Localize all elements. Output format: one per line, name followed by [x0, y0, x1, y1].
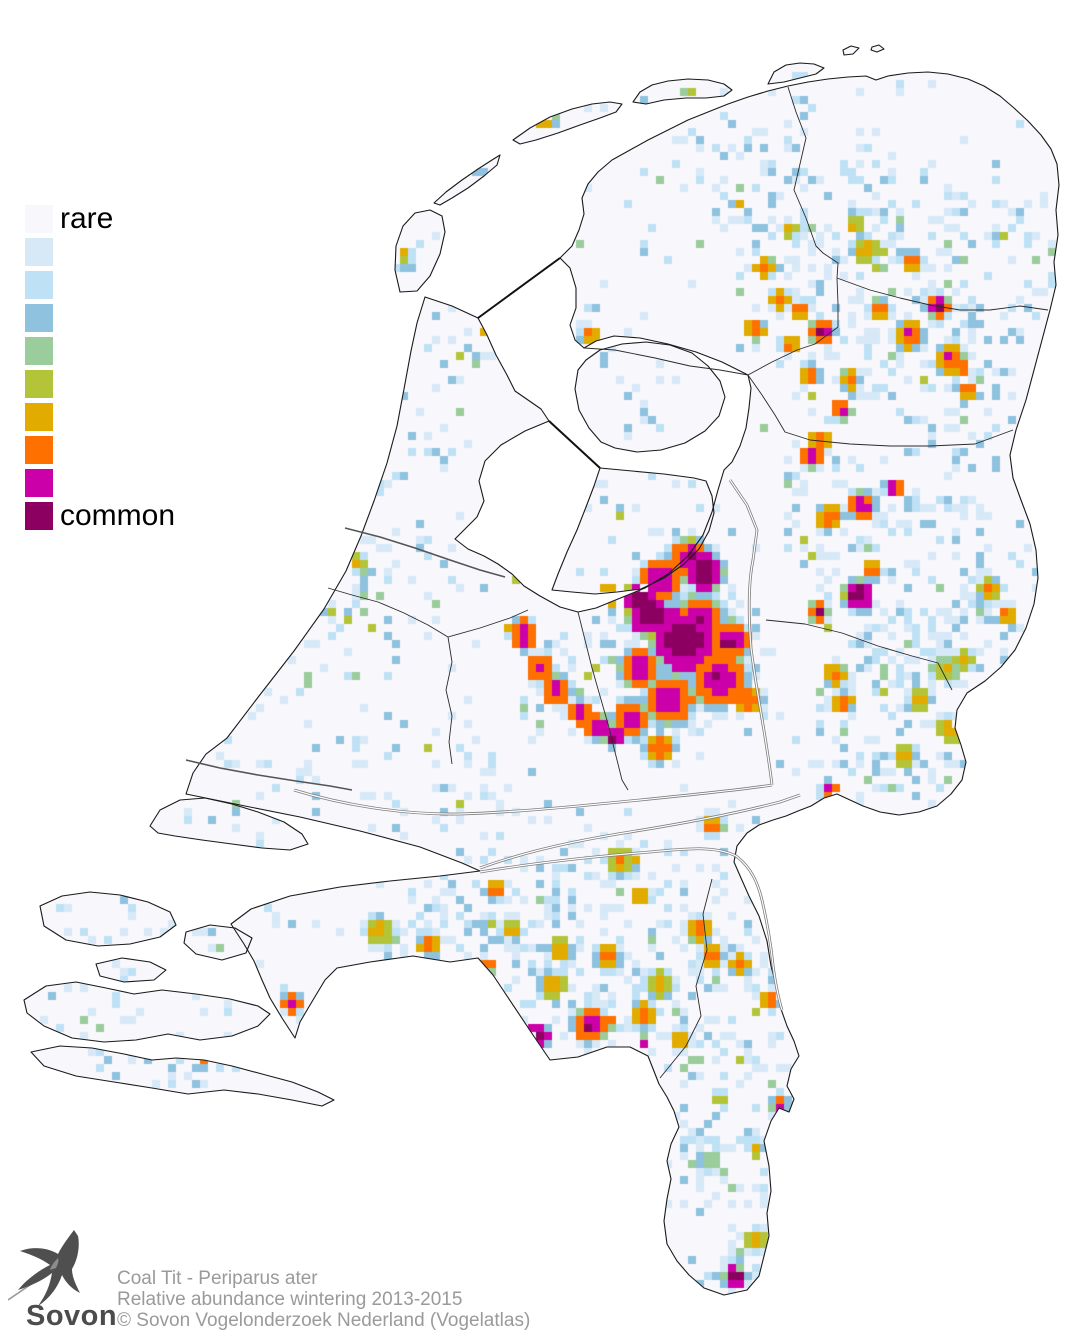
river-maas-core: [479, 848, 783, 1011]
rivers-group: [185, 479, 801, 1011]
houtribdijk-line: [548, 420, 601, 469]
province-border-overijssel-gelderland: [765, 619, 953, 691]
island-texel-outline: [394, 209, 446, 293]
legend-swatch-0: [25, 205, 53, 233]
island-goeree-outline: [149, 797, 309, 851]
legend-rare-label: rare: [60, 202, 114, 235]
legend-swatch-5: [25, 370, 53, 398]
province-border-utrecht-gelderland: [577, 611, 629, 791]
canal-noordzeekanaal: [344, 527, 506, 578]
caption-species: Coal Tit - Periparus ater: [117, 1268, 318, 1289]
map-caption: Coal Tit - Periparus ater Relative abund…: [117, 1268, 531, 1331]
sovon-logo-text: Sovon: [26, 1300, 118, 1332]
sovon-swallow-icon: [8, 1230, 80, 1306]
province-border-brabant-limburg: [659, 878, 713, 1079]
province-border-groningen-drenthe: [836, 277, 1049, 311]
island-schouwen-outline: [39, 891, 177, 947]
river-nederrijn-lek-core: [293, 784, 773, 815]
island-noord-beveland-outline: [95, 957, 167, 983]
legend-swatch-9: [25, 502, 53, 530]
province-borders-group: [327, 86, 1049, 1079]
river-waal: [479, 793, 801, 870]
island-walcheren-zuid-beveland-outline: [23, 981, 271, 1043]
polder-noordoostpolder-outline: [574, 341, 726, 453]
legend-swatch-2: [25, 271, 53, 299]
province-border-drenthe-overijssel: [747, 374, 1014, 447]
island-terschelling-outline: [512, 101, 623, 145]
region-zeeuws-vlaanderen-outline: [30, 1045, 335, 1107]
legend-swatch-8: [25, 469, 53, 497]
province-border-friesland-overijssel: [583, 347, 749, 376]
province-border-holland-utrecht: [327, 587, 529, 765]
province-border-friesland-groningen: [787, 86, 839, 279]
legend-swatch-3: [25, 304, 53, 332]
legend-swatch-1: [25, 238, 53, 266]
afsluitdijk-line: [477, 257, 561, 319]
legend-swatch-4: [25, 337, 53, 365]
legend-swatch-7: [25, 436, 53, 464]
island-vlieland-outline: [433, 154, 501, 206]
islets-rottum-outline: [842, 44, 885, 56]
province-border-drenthe-friesland: [747, 277, 839, 376]
island-schiermonnikoog-outline: [767, 62, 825, 85]
river-waal-core: [479, 794, 801, 869]
legend-swatch-6: [25, 403, 53, 431]
island-tholen-outline: [183, 924, 253, 961]
legend-common-label: common: [60, 499, 176, 532]
caption-copyright: © Sovon Vogelonderzoek Nederland (Vogela…: [117, 1309, 531, 1331]
caption-subtitle: Relative abundance wintering 2013-2015: [117, 1288, 463, 1310]
river-nieuwe-waterweg: [185, 759, 353, 791]
polder-flevoland-outline: [551, 467, 715, 595]
island-ameland-outline: [632, 78, 733, 105]
river-ijssel-core: [729, 479, 773, 786]
river-maas: [479, 847, 784, 1011]
mainland-coastline: [185, 71, 1060, 1296]
